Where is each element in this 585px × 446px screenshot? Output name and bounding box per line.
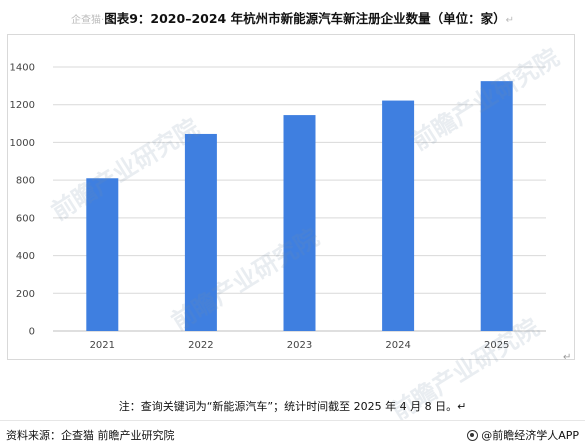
bar: [184, 133, 217, 331]
y-tick-label: 200: [16, 289, 35, 300]
frame-pilcrow: ↵: [563, 352, 572, 363]
x-tick-label: 2022: [188, 340, 213, 351]
brand: @前瞻经济学人APP: [467, 427, 579, 443]
chart-title: 企查猫·图表9：2020–2024 年杭州市新能源汽车新注册企业数量（单位：家）…: [0, 8, 585, 27]
brand-text: @前瞻经济学人APP: [481, 429, 579, 442]
y-tick-label: 0: [29, 327, 35, 338]
title-pilcrow: ↵: [505, 15, 514, 26]
x-tick-label: 2021: [90, 340, 115, 351]
y-tick-label: 800: [16, 176, 35, 187]
y-tick-label: 600: [16, 213, 35, 224]
x-tick-label: 2023: [287, 340, 312, 351]
source-text: 资料来源：企查猫 前瞻产业研究院: [6, 429, 175, 442]
y-tick-label: 1200: [10, 100, 35, 111]
x-tick-label: 2024: [385, 340, 410, 351]
footer: 资料来源：企查猫 前瞻产业研究院 @前瞻经济学人APP: [0, 420, 585, 446]
title-text: 图表9：2020–2024 年杭州市新能源汽车新注册企业数量（单位：家）: [104, 11, 506, 26]
chart-frame: 0 200 400 600 800 1000 1200 1400 2021 2022 2023 202…: [7, 34, 575, 360]
bar-chart: 0 200 400 600 800 1000 1200 1400 2021 2022 2023 202…: [10, 63, 546, 351]
bar: [480, 81, 513, 331]
y-tick-label: 1000: [10, 138, 35, 149]
x-tick-label: 2025: [484, 340, 509, 351]
brand-logo-icon: [467, 429, 479, 441]
bar: [86, 178, 119, 331]
chart-note: 注：查询关键词为“新能源汽车”；统计时间截至 2025 年 4 月 8 日。↵: [118, 400, 467, 413]
bar: [283, 115, 316, 331]
source-mark: 企查猫·: [71, 15, 105, 26]
y-tick-label: 1400: [10, 63, 35, 74]
bar: [382, 100, 415, 332]
y-tick-label: 400: [16, 251, 35, 262]
